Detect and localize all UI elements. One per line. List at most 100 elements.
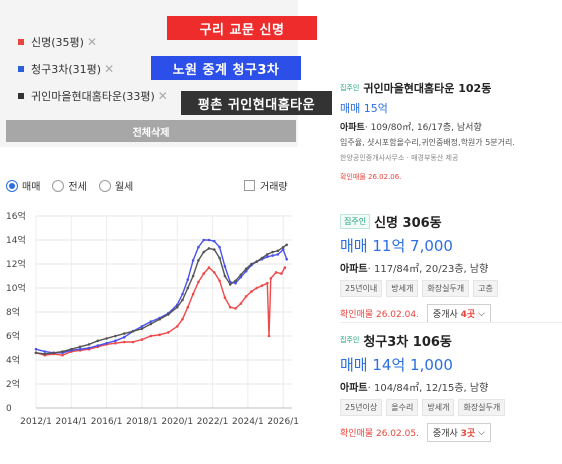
listing-type: 아파트 xyxy=(340,264,368,275)
remove-filter-icon[interactable]: ✕ xyxy=(157,89,168,103)
data-point xyxy=(281,245,285,249)
overlay-label-gwiin: 평촌 귀인현대홈타운 xyxy=(181,91,332,115)
x-tick-label: 2020/1 xyxy=(161,417,193,427)
data-point xyxy=(274,271,278,274)
data-point xyxy=(78,345,82,349)
owner-tag: 집주인 xyxy=(340,213,371,229)
data-point xyxy=(283,266,287,269)
listing-type: 아파트 xyxy=(340,383,368,394)
data-point xyxy=(186,286,190,290)
data-point xyxy=(271,254,274,257)
listing-panel: 집주인 귀인마을현대홈타운 102동 매매 15억 아파트· 109/80㎡, … xyxy=(340,0,562,464)
agent-label: 중개사 xyxy=(432,310,458,320)
listing-card[interactable]: 집주인 신명 306동 매매 11억 7,000 아파트· 117/84㎡, 2… xyxy=(340,212,562,323)
data-point xyxy=(250,262,253,266)
data-point xyxy=(276,249,280,253)
data-point xyxy=(280,272,283,275)
feature-chips: 25년이내 방세개 화장실두개 고층 xyxy=(340,280,562,297)
data-point xyxy=(244,267,248,271)
data-point xyxy=(207,247,211,250)
listing-type: 아파트 xyxy=(340,123,365,133)
data-point xyxy=(70,347,73,351)
radio-monthly[interactable]: 월세 xyxy=(98,178,134,193)
data-point xyxy=(223,296,227,299)
chevron-down-icon: ⌵ xyxy=(478,427,485,438)
data-point xyxy=(207,266,211,269)
agent-count: 4곳 xyxy=(460,310,476,320)
data-point xyxy=(149,320,153,323)
listing-card[interactable]: 집주인 귀인마을현대홈타운 102동 매매 15억 아파트· 109/80㎡, … xyxy=(340,80,562,182)
data-point xyxy=(260,256,264,260)
filter-chip-cheonggu[interactable]: 청구3차(31평) ✕ xyxy=(18,59,114,79)
x-tick-label: 2014/1 xyxy=(55,417,87,427)
remove-filter-icon[interactable]: ✕ xyxy=(104,62,115,76)
radio-label: 전세 xyxy=(68,182,87,193)
reset-all-button[interactable]: 전체삭제 xyxy=(6,120,296,142)
listing-name: 신명 306동 xyxy=(374,215,442,231)
filter-chip-sinmyeong[interactable]: 신명(35평) ✕ xyxy=(18,32,97,52)
volume-label: 거래량 xyxy=(260,182,288,193)
data-point xyxy=(197,280,200,284)
feature-chip: 화장실두개 xyxy=(422,280,470,297)
agent-count-dropdown[interactable]: 중개사 4곳 ⌵ xyxy=(426,304,491,323)
radio-jeonse[interactable]: 전세 xyxy=(52,178,87,193)
data-point xyxy=(114,334,117,338)
data-point xyxy=(105,337,108,340)
data-point xyxy=(260,284,264,287)
data-point xyxy=(61,350,64,353)
data-point xyxy=(197,245,200,249)
data-point xyxy=(202,238,205,242)
overlay-label-cheonggu: 노원 중계 청구3차 xyxy=(151,56,301,80)
y-tick-label: 10억 xyxy=(6,282,26,294)
data-point xyxy=(186,278,190,281)
data-point xyxy=(123,332,126,335)
data-point xyxy=(78,347,82,351)
data-point xyxy=(149,322,153,326)
x-tick-label: 2022/1 xyxy=(197,417,229,427)
data-point xyxy=(96,344,100,347)
filter-chip-gwiin[interactable]: 귀인마을현대홈타운(33평) ✕ xyxy=(18,86,168,106)
data-point xyxy=(218,256,221,260)
volume-checkbox[interactable]: 거래량 xyxy=(244,178,288,193)
data-point xyxy=(181,298,184,302)
data-point xyxy=(43,350,47,353)
listing-spec-detail: · 117/84㎡, 20/23층, 남향 xyxy=(367,264,489,275)
filter-label: 청구3차(31평) xyxy=(31,63,102,76)
listing-price: 매매 14억 1,000 xyxy=(340,356,453,374)
data-point xyxy=(61,353,64,357)
checkbox-icon xyxy=(244,180,255,191)
x-tick-label: 2024/1 xyxy=(232,417,264,427)
data-point xyxy=(87,346,91,350)
data-point xyxy=(175,325,179,328)
data-point xyxy=(223,274,227,278)
data-point xyxy=(218,245,221,249)
remove-filter-icon[interactable]: ✕ xyxy=(86,35,98,49)
data-point xyxy=(266,253,269,256)
agent-count-dropdown[interactable]: 중개사 3곳 ⌵ xyxy=(426,423,491,442)
confirm-date: 확인매물 26.02.05. xyxy=(340,429,419,439)
data-point xyxy=(43,352,47,356)
data-point xyxy=(131,329,135,333)
listing-description: 입주율, 샷시포함올수리,귀인중배정,학원가 5분거리. xyxy=(340,138,515,147)
data-point xyxy=(228,283,232,286)
data-point xyxy=(267,334,271,338)
radio-label: 월세 xyxy=(114,182,134,193)
data-point xyxy=(123,340,126,344)
data-point xyxy=(181,292,184,296)
data-point xyxy=(223,265,227,268)
radio-sale[interactable]: 매매 xyxy=(6,178,40,193)
y-tick-label: 6억 xyxy=(6,330,20,342)
data-point xyxy=(158,333,161,337)
data-point xyxy=(140,338,144,341)
card-divider xyxy=(340,322,562,323)
data-point xyxy=(213,248,216,251)
listing-card[interactable]: 집주인 청구3차 106동 매매 14억 1,000 아파트· 104/84㎡,… xyxy=(340,331,562,442)
data-point xyxy=(158,317,161,321)
data-point xyxy=(281,248,285,251)
data-point xyxy=(202,250,205,254)
data-point xyxy=(197,259,200,262)
listing-price: 매매 15억 xyxy=(340,102,388,115)
data-point xyxy=(239,302,243,305)
overlay-label-sinmyeong: 구리 교문 신명 xyxy=(167,16,317,40)
